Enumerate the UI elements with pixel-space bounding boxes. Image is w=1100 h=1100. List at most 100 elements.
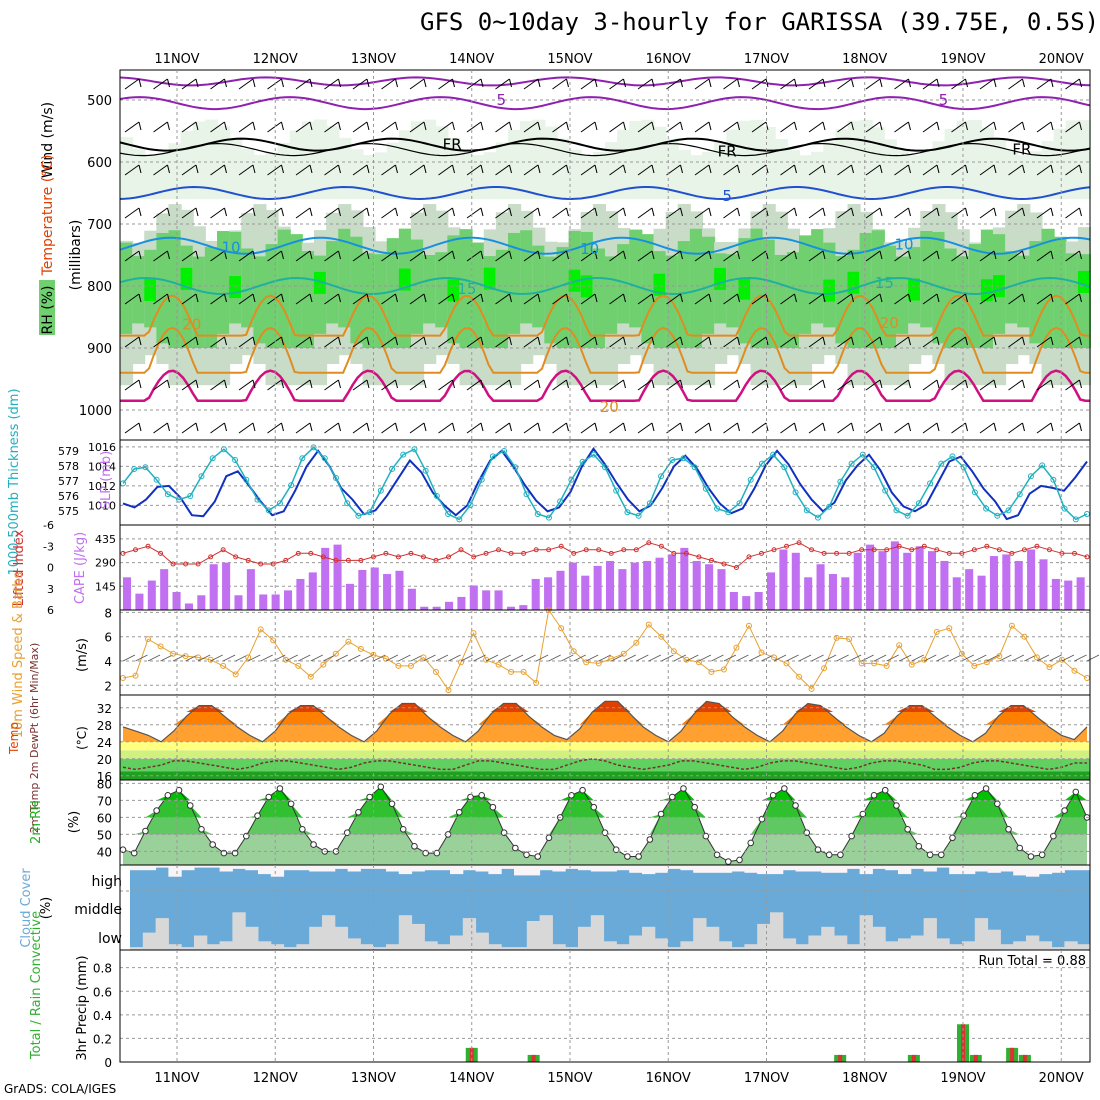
wind-speed-marker <box>533 679 540 686</box>
li-marker <box>846 550 852 556</box>
label-cape: CAPE (J/kg) <box>73 532 88 604</box>
cloud-high-bar <box>334 865 349 869</box>
cloud-low-bar <box>834 935 848 950</box>
thickness-marker <box>433 493 440 499</box>
cloud-high-bar <box>795 865 809 872</box>
rh-marker <box>1027 853 1035 860</box>
cloud-high-bar <box>910 865 925 869</box>
wind-barb <box>324 379 339 391</box>
rh-band-bright <box>653 273 666 296</box>
wind-barb <box>438 250 453 262</box>
rh-band-light <box>520 121 534 200</box>
cloud-low-bar <box>808 935 822 950</box>
wind-barb <box>181 121 197 133</box>
surface-wind-barb <box>661 654 674 662</box>
wind-barb <box>267 422 282 434</box>
cloud-low-bar <box>168 944 182 950</box>
wind-barb-flag <box>1079 336 1082 346</box>
wind-barb <box>780 207 795 219</box>
thickness-marker <box>422 467 429 474</box>
cape-bar <box>680 547 689 610</box>
date-tick-bottom: 18NOV <box>842 1071 887 1086</box>
wind-speed-marker <box>470 630 477 637</box>
wind-barb-flag <box>651 379 655 389</box>
wind-barb <box>324 164 339 176</box>
wind-barb <box>837 78 852 90</box>
wind-barb <box>438 207 453 219</box>
wind-barb <box>466 250 482 262</box>
label-2m-temp: Temp <box>7 722 21 755</box>
rh-marker <box>926 851 934 859</box>
wind-barb <box>495 164 510 176</box>
li-marker <box>345 557 351 563</box>
wind-barb <box>951 379 966 391</box>
rh-marker <box>1005 826 1012 833</box>
rh-band-light <box>871 127 885 200</box>
wind-speed-marker <box>695 659 702 666</box>
wind-speed-marker <box>620 650 627 657</box>
wind-barb <box>210 78 225 90</box>
rh-marker <box>142 827 149 835</box>
thickness-marker <box>624 509 631 516</box>
wind-barb-flag <box>794 78 797 88</box>
rh-band-bright <box>180 267 193 290</box>
wind-barb-flag <box>309 336 313 346</box>
cloud-high-bar <box>424 865 438 871</box>
wind-barb <box>979 250 995 262</box>
wind-barb-flag <box>851 293 854 303</box>
thickness-marker <box>276 500 283 507</box>
thickness-marker <box>153 476 160 483</box>
rh-band-bright <box>398 268 411 291</box>
cloud-high-bar <box>360 865 374 869</box>
date-tick-top: 11NOV <box>154 52 199 67</box>
wind-barb-flag <box>167 121 170 131</box>
li-marker <box>1009 550 1015 556</box>
wind-barb-flag <box>167 422 170 432</box>
wind-barb <box>808 293 824 305</box>
wind-barb-flag <box>1050 164 1054 174</box>
date-tick-bottom: 16NOV <box>646 1071 691 1086</box>
wind-barb <box>181 336 197 348</box>
cloud-high-bar <box>629 865 643 873</box>
wind-barb <box>153 293 168 305</box>
cloud-high-bar <box>987 865 1001 873</box>
thickness-marker <box>176 496 183 503</box>
li-marker <box>658 543 664 549</box>
wind-barb-flag <box>309 164 313 174</box>
wind-barb <box>780 293 795 305</box>
thickness-line <box>122 446 1088 521</box>
label-thickness: 1000-500mb Thickness (dm) <box>7 388 22 575</box>
cloud-low-bar <box>258 941 272 950</box>
rh-band-green <box>944 248 958 348</box>
wind-barb-flag <box>794 379 797 389</box>
wind-barb <box>808 78 824 90</box>
wind-barb <box>381 293 396 305</box>
rh-band-green <box>423 254 437 324</box>
thickness-marker <box>1039 462 1046 469</box>
wind-barb-flag <box>366 78 370 88</box>
surface-wind-barb <box>561 654 574 662</box>
thickness-marker <box>893 507 900 514</box>
rh-band-light <box>823 141 837 200</box>
wind-barb-flag <box>1050 250 1054 260</box>
li-marker <box>909 547 915 553</box>
rh-marker <box>534 853 542 860</box>
wind-speed-marker <box>733 644 740 651</box>
rh-band-green <box>956 256 970 348</box>
wind-barb <box>580 78 596 90</box>
wind-barb-flag <box>281 207 284 217</box>
cape-bar <box>531 578 540 610</box>
contour-label: 20 <box>600 398 619 416</box>
cloud-level-low: low <box>98 931 122 947</box>
wind-barb <box>552 422 567 434</box>
wind-barb-flag <box>338 293 341 303</box>
rh-band-light <box>592 152 606 200</box>
date-tick-bottom: 20NOV <box>1039 1071 1084 1086</box>
cape-bar <box>333 544 342 610</box>
thickness-tick: 576 <box>58 490 79 503</box>
cape-bar <box>519 605 528 610</box>
wind-barb-flag <box>908 78 911 88</box>
surface-wind-barb <box>673 654 687 662</box>
li-marker <box>195 561 201 567</box>
cloud-high-bar <box>450 865 464 875</box>
